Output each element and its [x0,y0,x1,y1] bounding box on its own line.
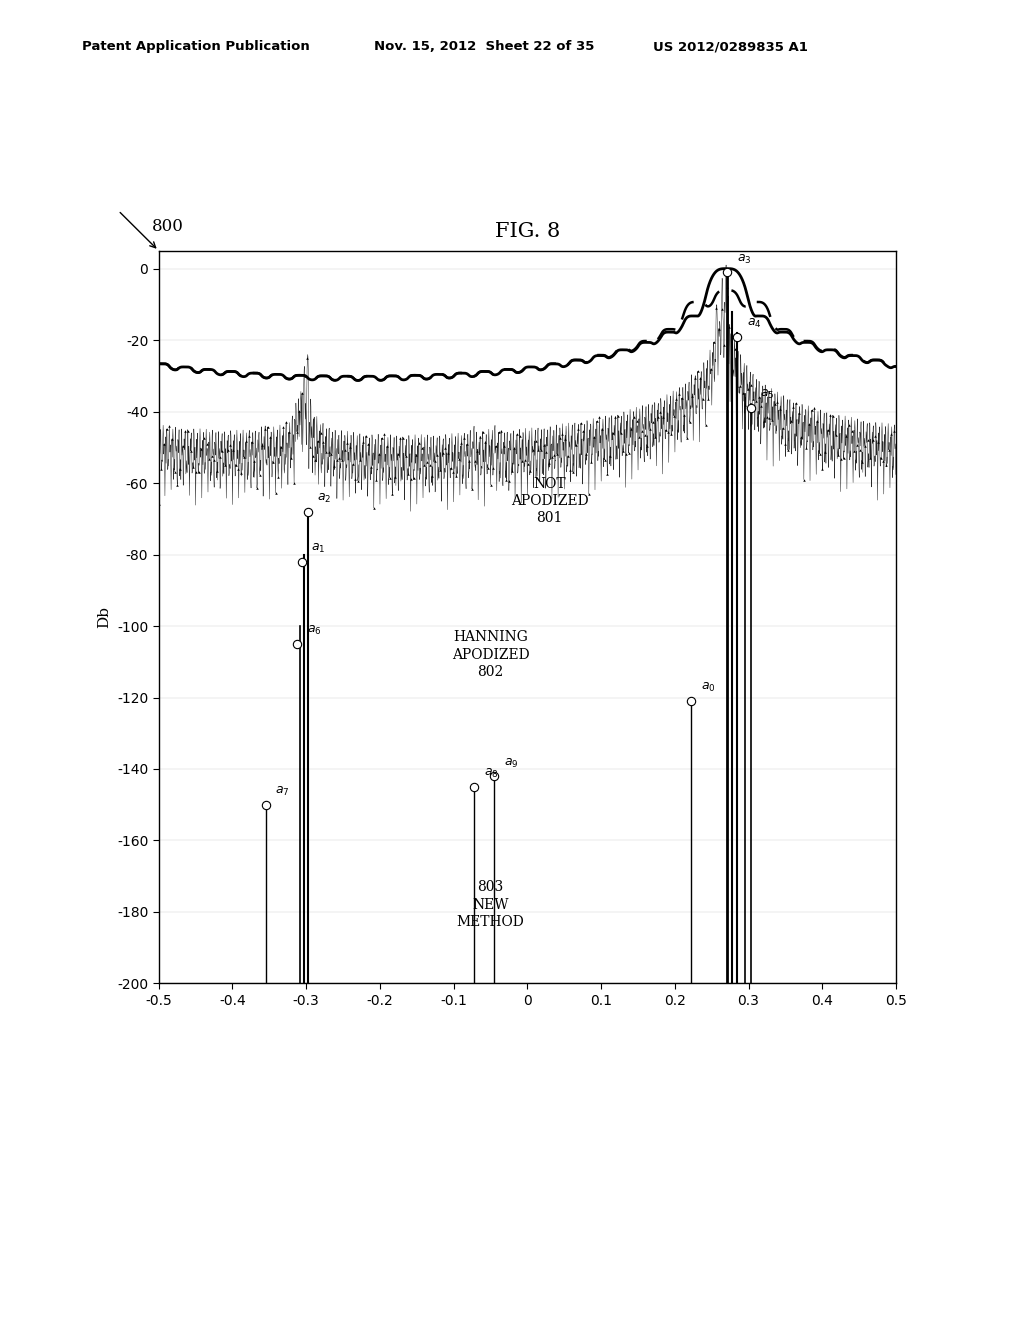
Text: $a_{7}$: $a_{7}$ [275,785,290,799]
Text: $a_{0}$: $a_{0}$ [700,681,716,694]
Text: US 2012/0289835 A1: US 2012/0289835 A1 [653,40,808,53]
Y-axis label: Db: Db [97,606,112,628]
Text: $a_{4}$: $a_{4}$ [748,317,762,330]
Text: $a_{1}$: $a_{1}$ [311,543,326,556]
Title: FIG. 8: FIG. 8 [495,222,560,242]
Text: $a_{5}$: $a_{5}$ [761,388,775,401]
Text: Patent Application Publication: Patent Application Publication [82,40,309,53]
Text: $a_{6}$: $a_{6}$ [307,624,322,638]
Text: $a_{8}$: $a_{8}$ [484,767,499,780]
Text: Nov. 15, 2012  Sheet 22 of 35: Nov. 15, 2012 Sheet 22 of 35 [374,40,594,53]
Text: 800: 800 [152,218,183,235]
Text: 803
NEW
METHOD: 803 NEW METHOD [457,880,524,929]
Text: $a_{3}$: $a_{3}$ [736,252,752,265]
Text: HANNING
APODIZED
802: HANNING APODIZED 802 [452,631,529,678]
Text: NOT
APODIZED
801: NOT APODIZED 801 [511,477,589,525]
Text: $a_{9}$: $a_{9}$ [504,756,518,770]
Text: $a_{2}$: $a_{2}$ [317,492,332,506]
